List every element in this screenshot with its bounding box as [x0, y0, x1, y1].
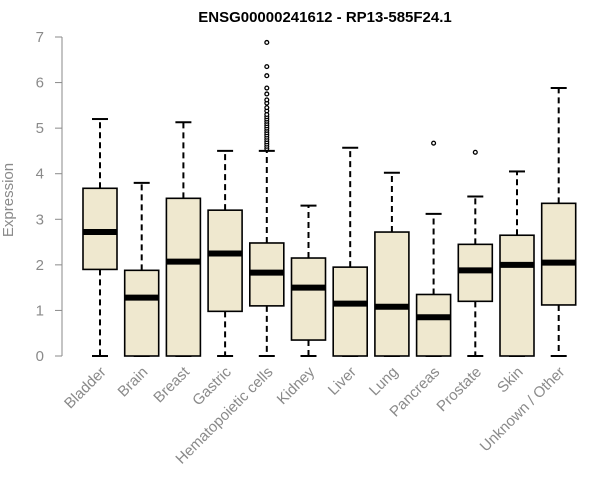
chart-title: ENSG00000241612 - RP13-585F24.1	[198, 9, 452, 26]
box-1	[82, 118, 118, 357]
y-tick-label: 2	[36, 257, 44, 274]
x-category-label: Skin	[494, 364, 527, 397]
box-iqr	[290, 257, 327, 341]
box-iqr	[499, 234, 535, 357]
x-category-label: Liver	[325, 364, 360, 399]
y-axis: 0 1 2 3 4 5 6 7	[36, 29, 63, 365]
plot-area	[82, 39, 577, 357]
box-iqr	[82, 187, 118, 271]
box-11	[499, 170, 535, 357]
y-tick-label: 6	[36, 75, 44, 92]
box-6	[290, 204, 327, 357]
x-category-label: Lung	[366, 364, 402, 400]
box-8	[374, 171, 410, 357]
box-12	[540, 87, 577, 357]
box-iqr	[123, 269, 160, 357]
y-axis-label: Expression	[0, 163, 17, 237]
outlier-point	[472, 149, 478, 155]
y-tick-label: 4	[36, 166, 44, 183]
outlier-point	[264, 85, 270, 91]
box-5	[249, 39, 285, 357]
box-iqr	[374, 231, 410, 357]
box-iqr	[332, 266, 369, 357]
box-4	[207, 149, 243, 357]
outlier-point	[264, 64, 270, 70]
y-tick-label: 1	[36, 302, 44, 319]
y-tick-label: 3	[36, 211, 44, 228]
x-category-label: Brain	[115, 364, 152, 401]
box-7	[332, 146, 369, 357]
outlier-point	[264, 73, 270, 79]
box-10	[457, 149, 494, 357]
x-category-label: Prostate	[433, 364, 485, 416]
y-tick-label: 7	[36, 29, 44, 46]
box-iqr	[415, 293, 452, 357]
box-iqr	[165, 197, 202, 357]
x-category-label: Kidney	[274, 363, 319, 408]
outlier-point	[264, 97, 270, 103]
x-category-label: Bladder	[61, 364, 110, 413]
box-9	[415, 140, 452, 357]
y-tick-label: 0	[36, 348, 44, 365]
outlier-point	[264, 105, 270, 111]
box-iqr	[207, 209, 243, 313]
y-tick-label: 5	[36, 120, 44, 137]
outlier-point	[264, 39, 270, 46]
outlier-point	[431, 140, 437, 146]
box-3	[165, 121, 202, 357]
outlier-point	[264, 91, 270, 97]
box-iqr	[540, 202, 577, 306]
box-2	[123, 181, 160, 357]
x-category-label: Breast	[150, 363, 193, 406]
